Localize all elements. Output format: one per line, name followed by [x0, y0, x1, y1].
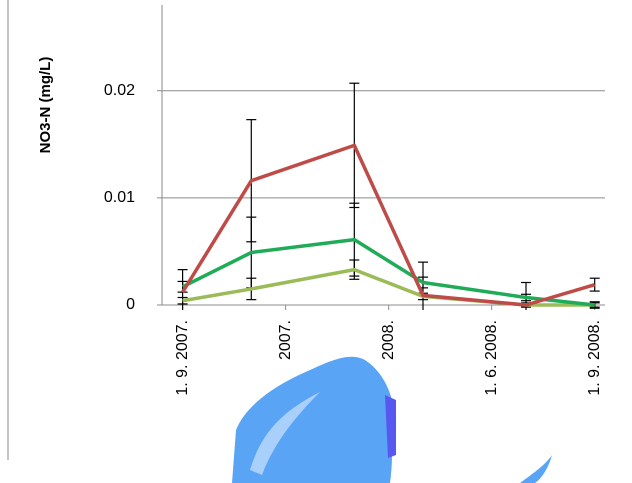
overlay-shape	[232, 356, 552, 483]
x-tick-label: 2007.	[277, 320, 294, 360]
series-line	[182, 267, 595, 307]
y-tick-label: 0.01	[104, 189, 135, 206]
series-line	[181, 237, 595, 307]
y-axis-label: NO3-N (mg/L)	[37, 57, 54, 154]
y-tick-label: 0.02	[104, 82, 135, 99]
x-tick-label: 1. 9. 2008.	[586, 320, 603, 396]
y-tick-label: 0	[126, 296, 135, 313]
x-tick-label: 1. 9. 2007.	[174, 320, 191, 396]
x-tick-label: 1. 6. 2008.	[483, 320, 500, 396]
x-tick-label: 2008.	[380, 320, 397, 360]
series-line	[181, 143, 596, 307]
